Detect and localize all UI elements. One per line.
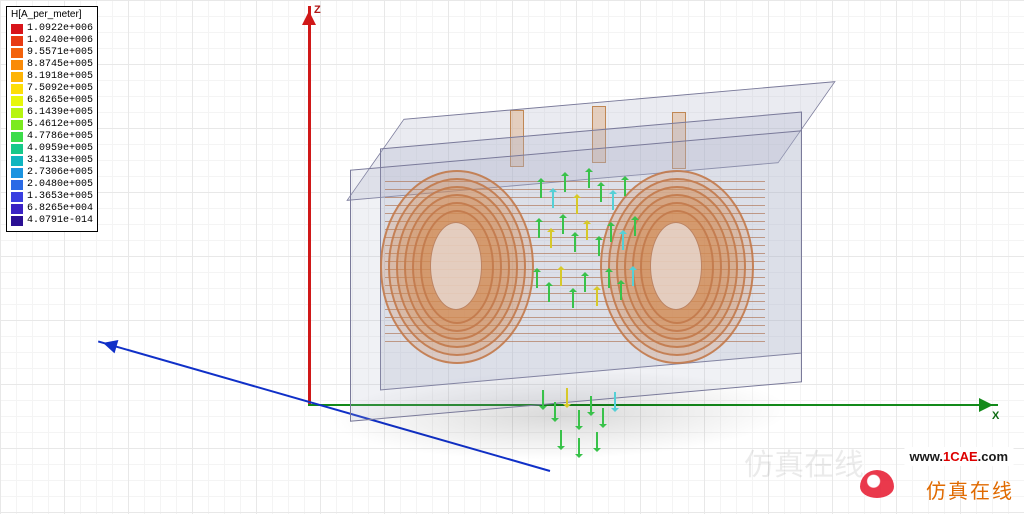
legend-title: H[A_per_meter] — [11, 9, 93, 21]
legend-value: 1.0240e+006 — [27, 35, 93, 47]
legend-row: 4.7786e+005 — [11, 131, 93, 143]
legend-row: 1.3653e+005 — [11, 191, 93, 203]
legend-row: 4.0959e+005 — [11, 143, 93, 155]
legend-value: 9.5571e+005 — [27, 47, 93, 59]
legend-swatch — [11, 192, 23, 202]
legend-row: 9.5571e+005 — [11, 47, 93, 59]
legend-swatch — [11, 36, 23, 46]
legend-row: 6.1439e+005 — [11, 107, 93, 119]
weibo-icon — [860, 470, 894, 498]
site-suffix: .com — [978, 449, 1008, 464]
legend-value: 6.8265e+005 — [27, 95, 93, 107]
axis-z-label: Z — [314, 4, 321, 16]
legend-row: 1.0922e+006 — [11, 23, 93, 35]
legend-value: 8.1918e+005 — [27, 71, 93, 83]
box-front-face — [350, 130, 802, 422]
site-prefix: www. — [910, 449, 943, 464]
legend-row: 1.0240e+006 — [11, 35, 93, 47]
color-legend: H[A_per_meter] 1.0922e+0061.0240e+0069.5… — [6, 6, 98, 232]
legend-swatch — [11, 84, 23, 94]
legend-value: 2.7306e+005 — [27, 167, 93, 179]
legend-row: 8.1918e+005 — [11, 71, 93, 83]
legend-row: 2.7306e+005 — [11, 167, 93, 179]
legend-swatch — [11, 48, 23, 58]
legend-row: 2.0480e+005 — [11, 179, 93, 191]
legend-swatch — [11, 204, 23, 214]
site-mid: 1CAE — [943, 449, 978, 464]
legend-value: 6.1439e+005 — [27, 107, 93, 119]
legend-value: 1.0922e+006 — [27, 23, 93, 35]
legend-swatch — [11, 120, 23, 130]
legend-swatch — [11, 132, 23, 142]
legend-swatch — [11, 72, 23, 82]
legend-value: 8.8745e+005 — [27, 59, 93, 71]
legend-value: 5.4612e+005 — [27, 119, 93, 131]
legend-value: 4.0791e-014 — [27, 215, 93, 227]
legend-swatch — [11, 144, 23, 154]
legend-row: 5.4612e+005 — [11, 119, 93, 131]
legend-swatch — [11, 168, 23, 178]
legend-value: 4.0959e+005 — [27, 143, 93, 155]
legend-row: 3.4133e+005 — [11, 155, 93, 167]
legend-swatch — [11, 180, 23, 190]
legend-swatch — [11, 60, 23, 70]
legend-value: 4.7786e+005 — [27, 131, 93, 143]
brand-watermark: 仿真在线 — [926, 475, 1014, 504]
legend-value: 3.4133e+005 — [27, 155, 93, 167]
legend-row: 7.5092e+005 — [11, 83, 93, 95]
legend-value: 7.5092e+005 — [27, 83, 93, 95]
legend-value: 1.3653e+005 — [27, 191, 93, 203]
legend-row: 8.8745e+005 — [11, 59, 93, 71]
axis-x-label: X — [992, 410, 999, 422]
axis-z — [308, 6, 311, 406]
legend-row: 4.0791e-014 — [11, 215, 93, 227]
model-scene[interactable] — [320, 100, 840, 440]
legend-swatch — [11, 24, 23, 34]
simulation-viewport[interactable]: Z X — [0, 0, 1024, 514]
brand-cn: 仿真在线 — [926, 481, 1014, 503]
legend-swatch — [11, 96, 23, 106]
faint-watermark: 仿真在线 — [744, 440, 864, 484]
legend-swatch — [11, 216, 23, 226]
legend-value: 6.8265e+004 — [27, 203, 93, 215]
legend-swatch — [11, 108, 23, 118]
legend-row: 6.8265e+005 — [11, 95, 93, 107]
legend-value: 2.0480e+005 — [27, 179, 93, 191]
legend-row: 6.8265e+004 — [11, 203, 93, 215]
site-watermark: www.1CAE.com — [904, 447, 1015, 466]
legend-swatch — [11, 156, 23, 166]
